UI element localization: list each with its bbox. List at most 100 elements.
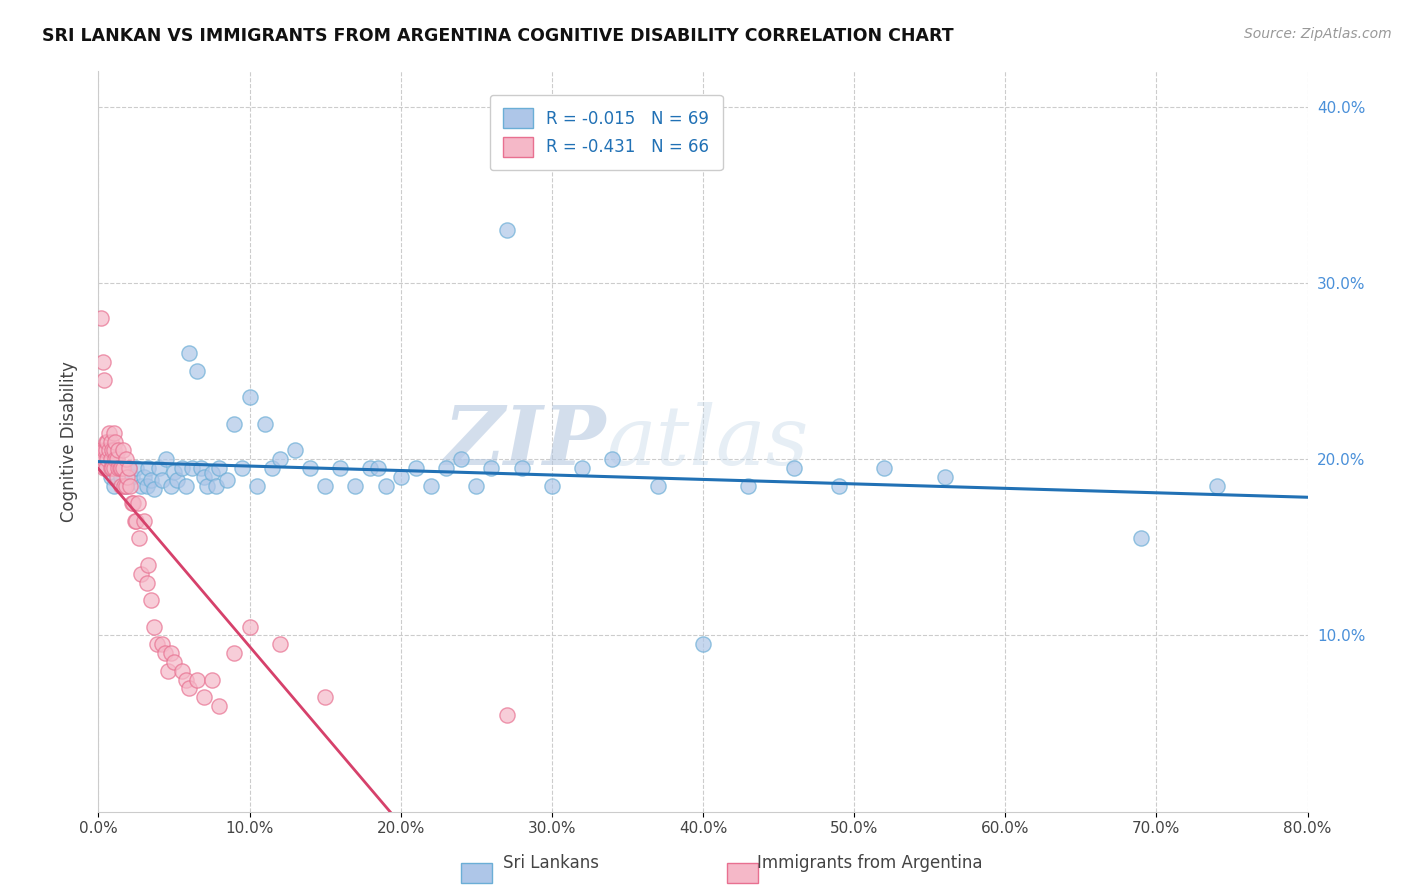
Point [934,470,956,484]
Point [110,470,132,484]
Point [150,637,173,651]
Point [132,470,155,484]
Point [737,478,759,492]
Point [90,311,112,326]
Point [103,478,125,492]
Point [160,478,183,492]
Point [201,673,224,687]
Point [1206,478,1229,492]
Point [231,461,253,475]
Point [166,473,188,487]
Point [205,478,228,492]
Point [100,461,122,475]
Point [170,461,193,475]
Point [101,443,124,458]
Text: SRI LANKAN VS IMMIGRANTS FROM ARGENTINA COGNITIVE DISABILITY CORRELATION CHART: SRI LANKAN VS IMMIGRANTS FROM ARGENTINA … [42,27,953,45]
Point [215,473,238,487]
Point [495,223,517,237]
Point [246,478,269,492]
Point [190,461,212,475]
Point [208,461,231,475]
Point [434,461,457,475]
Point [112,478,135,492]
Point [125,514,148,528]
Point [103,443,125,458]
Point [146,637,169,651]
Point [253,417,276,431]
Point [104,434,127,449]
Point [93,461,115,475]
Point [269,637,291,651]
Text: atlas: atlas [606,401,808,482]
Point [114,452,136,467]
Point [163,465,186,479]
Point [111,461,134,475]
Text: Sri Lankans: Sri Lankans [503,855,599,872]
Point [344,478,367,492]
Point [163,655,186,669]
Point [110,461,132,475]
Point [125,461,148,475]
Point [143,619,166,633]
Point [224,417,246,431]
Point [96,452,118,467]
Point [100,470,122,484]
Point [186,673,208,687]
Point [98,425,121,440]
Point [105,461,128,475]
Point [96,434,118,449]
Point [100,434,122,449]
Point [224,646,246,660]
Point [118,461,141,475]
Point [360,461,382,475]
Point [150,473,173,487]
Point [121,496,143,510]
Point [495,707,517,722]
Point [193,690,215,705]
Point [136,461,159,475]
Point [94,434,117,449]
Point [465,478,488,492]
Point [115,470,138,484]
Point [195,478,218,492]
Point [91,452,114,467]
Point [873,461,896,475]
Point [329,461,352,475]
Point [103,425,125,440]
Point [132,514,155,528]
Point [127,496,149,510]
Point [179,346,201,360]
Point [90,443,112,458]
Point [1130,532,1153,546]
Point [181,461,204,475]
Text: Immigrants from Argentina: Immigrants from Argentina [758,855,983,872]
Point [174,673,197,687]
Text: ZIP: ZIP [444,401,606,482]
Point [314,690,336,705]
Point [510,461,533,475]
Point [201,467,224,481]
Point [156,664,179,678]
Point [692,637,714,651]
Point [104,452,127,467]
Point [450,452,472,467]
Point [239,619,262,633]
Point [114,478,136,492]
Point [108,461,131,475]
Point [110,478,132,492]
Point [367,461,389,475]
Point [155,452,177,467]
Point [135,478,157,492]
Point [120,478,142,492]
Point [783,461,806,475]
Point [374,478,396,492]
Point [389,470,412,484]
Point [420,478,443,492]
Point [128,532,150,546]
Point [148,461,170,475]
Point [160,646,183,660]
Point [118,461,141,475]
Point [101,461,124,475]
Point [647,478,669,492]
Point [105,470,128,484]
